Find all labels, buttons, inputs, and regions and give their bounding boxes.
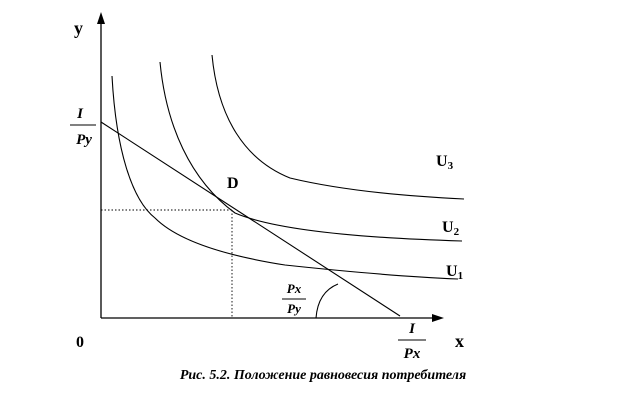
- x-axis-label: x: [455, 331, 464, 351]
- curve-label-u1: U1: [446, 263, 463, 282]
- curve-label-u2: U2: [442, 219, 460, 238]
- origin-label: 0: [76, 334, 84, 351]
- indifference-curve-u1: [111, 75, 459, 280]
- x-intercept-denominator: Px: [404, 346, 421, 362]
- indifference-curve-u3: [211, 54, 465, 200]
- curve-label-u3: U3: [436, 153, 454, 172]
- indifference-curve-u2: [159, 61, 463, 242]
- x-intercept-numerator: I: [408, 321, 416, 337]
- y-intercept-numerator: I: [76, 106, 84, 122]
- equilibrium-point-label: D: [227, 175, 239, 192]
- y-intercept-denominator: Py: [76, 132, 92, 148]
- slope-denominator: Py: [287, 301, 301, 316]
- x-axis-arrow: [432, 314, 444, 322]
- slope-numerator: Px: [287, 281, 302, 296]
- slope-angle-arc: [315, 283, 339, 319]
- y-axis-arrow: [97, 12, 105, 24]
- y-axis-label: y: [74, 18, 83, 38]
- figure-caption: Рис. 5.2. Положение равновесия потребите…: [180, 368, 466, 383]
